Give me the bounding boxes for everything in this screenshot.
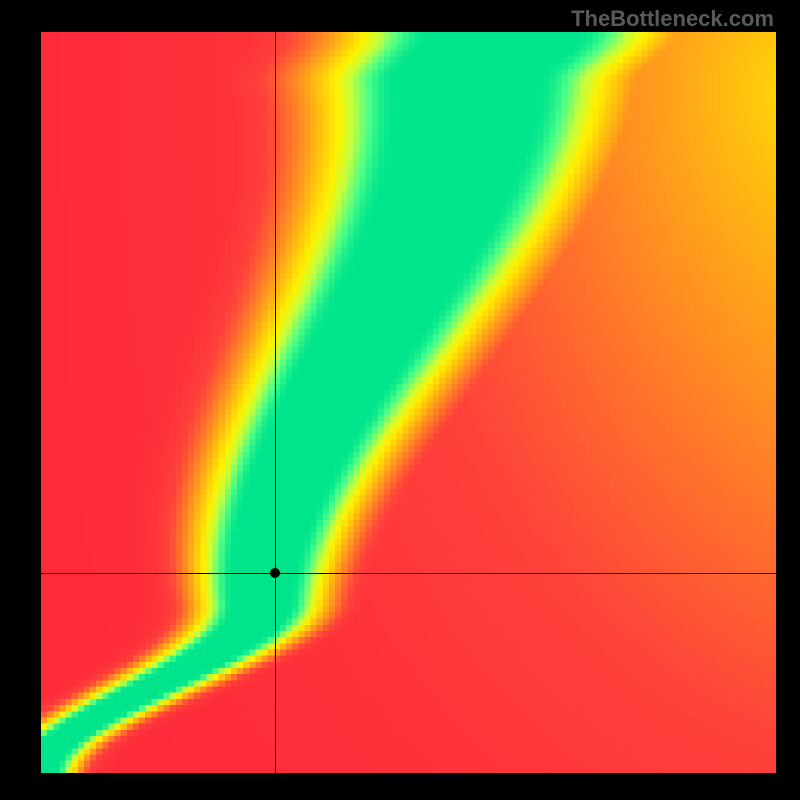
- watermark-text: TheBottleneck.com: [571, 6, 774, 32]
- marker-dot: [270, 568, 280, 578]
- crosshair-horizontal: [41, 573, 776, 574]
- heatmap-canvas-wrap: [41, 32, 776, 773]
- crosshair-vertical: [275, 32, 276, 773]
- heatmap-canvas: [41, 32, 776, 773]
- plot-frame: [41, 32, 776, 773]
